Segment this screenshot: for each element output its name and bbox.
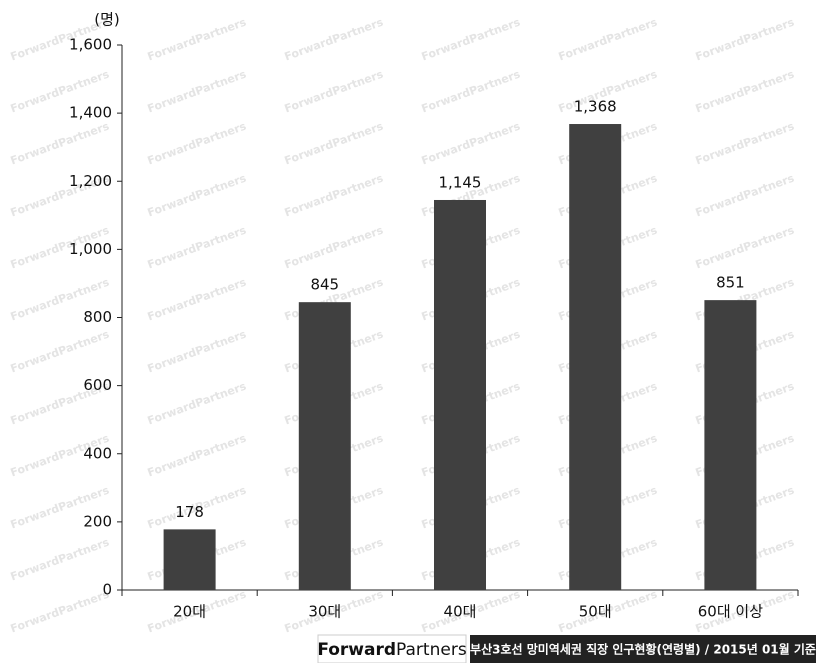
bar [434, 199, 486, 590]
x-tick-label: 40대 [444, 603, 477, 621]
x-tick-label: 30대 [308, 603, 341, 621]
watermark: ForwardPartners [9, 327, 112, 375]
logo-bold: Forward [317, 640, 396, 660]
watermark: ForwardPartners [694, 223, 797, 271]
y-tick-label: 0 [102, 581, 112, 599]
watermark: ForwardPartners [694, 171, 797, 219]
value-label: 1,145 [439, 173, 482, 191]
y-tick-label: 200 [83, 512, 112, 530]
value-label: 845 [310, 276, 339, 294]
logo: ForwardPartners [317, 640, 467, 660]
y-tick-label: 1,600 [69, 36, 112, 54]
watermark: ForwardPartners [146, 379, 249, 427]
watermark: ForwardPartners [283, 67, 386, 115]
logo-box [317, 634, 467, 663]
bar [163, 529, 216, 590]
watermark: ForwardPartners [146, 15, 249, 63]
bar [569, 124, 622, 591]
watermark: ForwardPartners [146, 275, 249, 323]
watermarks: ForwardPartners ForwardPartners ForwardPar… [9, 15, 797, 635]
y-tick-label: 400 [83, 444, 112, 462]
y-unit: (명) [94, 11, 120, 29]
x-tick-label: 60대 이상 [698, 603, 763, 621]
watermark: ForwardPartners [557, 15, 660, 63]
watermark: ForwardPartners [146, 119, 249, 167]
bar [298, 302, 351, 590]
watermark: ForwardPartners [283, 223, 386, 271]
watermark: ForwardPartners [420, 119, 523, 167]
watermark: ForwardPartners [146, 327, 249, 375]
watermark: ForwardPartners [694, 67, 797, 115]
y-tick-label: 600 [83, 376, 112, 394]
value-label: 851 [716, 274, 745, 292]
caption-box [470, 635, 816, 663]
bar [704, 300, 757, 590]
watermark: ForwardPartners [694, 119, 797, 167]
watermark: ForwardPartners [694, 15, 797, 63]
value-label: 178 [175, 503, 204, 521]
x-tick-label: 20대 [173, 603, 206, 621]
watermark: ForwardPartners [9, 119, 112, 167]
watermark: ForwardPartners [146, 223, 249, 271]
logo-regular: Partners [396, 640, 467, 660]
value-label: 1,368 [574, 98, 617, 116]
watermark: ForwardPartners [420, 67, 523, 115]
watermark: ForwardPartners [283, 171, 386, 219]
y-tick-label: 1,400 [69, 104, 112, 122]
watermark: ForwardPartners [420, 15, 523, 63]
watermark: ForwardPartners [146, 67, 249, 115]
y-tick-label: 1,200 [69, 172, 112, 190]
watermark: ForwardPartners [146, 431, 249, 479]
x-tick-label: 50대 [579, 603, 612, 621]
y-tick-label: 800 [83, 308, 112, 326]
watermark: ForwardPartners [9, 587, 112, 635]
y-tick-label: 1,000 [69, 240, 112, 258]
watermark: ForwardPartners [283, 119, 386, 167]
watermark: ForwardPartners [283, 15, 386, 63]
watermark: ForwardPartners [146, 171, 249, 219]
watermark: ForwardPartners [9, 535, 112, 583]
caption: 부산3호선 망미역세권 직장 인구현황(연령별) / 2015년 01월 기준 [470, 642, 816, 657]
